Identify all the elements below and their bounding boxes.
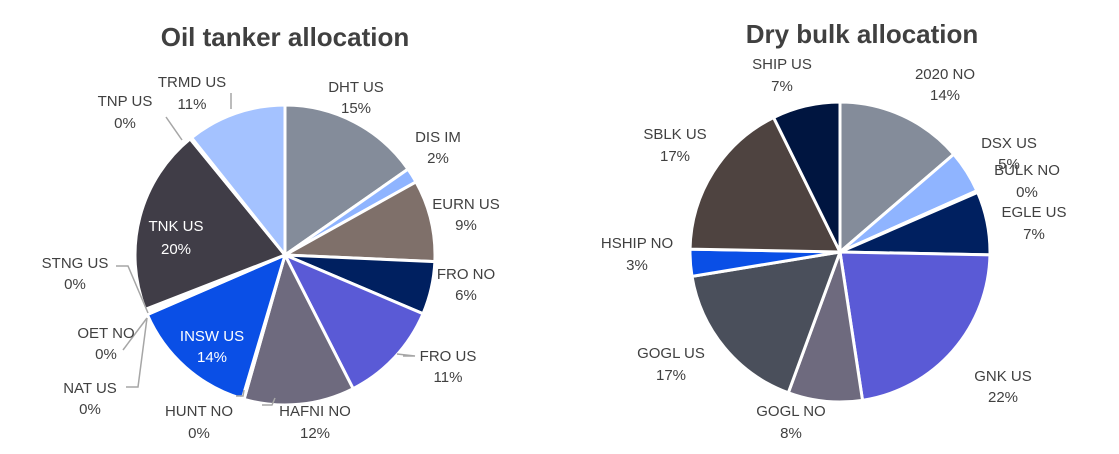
pie-slice-sblk-us [688, 115, 843, 254]
leader-line [396, 353, 416, 357]
pie-slice-insw-us [145, 252, 288, 401]
slice-label-pct: 0% [95, 346, 117, 363]
slice-label-name: TRMD US [158, 74, 226, 91]
slice-label-pct: 3% [626, 257, 648, 274]
slice-label-pct: 2% [427, 150, 449, 167]
slice-label-name: STNG US [42, 255, 109, 272]
slice-label-name: GNK US [974, 368, 1032, 385]
slice-label-name: OET NO [77, 325, 134, 342]
pie-slice-eurn-us [279, 179, 437, 264]
slice-label-pct: 0% [1016, 184, 1038, 201]
slice-label-name: EURN US [432, 196, 500, 213]
slice-label-pct: 7% [771, 78, 793, 95]
slice-label-pct: 6% [455, 287, 477, 304]
leader-line [236, 389, 245, 397]
pie-slice-dht-us [283, 103, 411, 258]
pie-slice-fro-us [281, 252, 425, 391]
chart-title-oil: Oil tanker allocation [161, 22, 410, 52]
slice-label-name: GOGL US [637, 345, 705, 362]
slice-label-name: HAFNI NO [279, 403, 351, 420]
pie-slice-hafni-no [242, 250, 356, 407]
slice-label-pct: 0% [64, 276, 86, 293]
slice-label-name: FRO NO [437, 266, 495, 283]
slice-label-pct: 0% [114, 115, 136, 132]
slice-label-name: INSW US [180, 328, 244, 345]
leader-line [116, 265, 149, 314]
slice-label-pct: 12% [300, 425, 330, 442]
slice-label-name: TNK US [148, 218, 203, 235]
leader-lines [116, 93, 416, 406]
leader-line [262, 397, 276, 406]
slice-label-name: HSHIP NO [601, 235, 673, 252]
slice-label-pct: 0% [79, 401, 101, 418]
slice-label-pct: 9% [455, 217, 477, 234]
pie-slice-2020-no [838, 100, 956, 256]
pie-slice-gogl-us [690, 250, 843, 395]
slice-label-name: FRO US [420, 348, 477, 365]
slice-label-name: HUNT NO [165, 403, 233, 420]
slice-label-pct: 8% [780, 425, 802, 442]
slice-label-name: SBLK US [643, 126, 706, 143]
dry-labels: 2020 NO 14% DSX US 5% BULK NO 0% EGLE US… [601, 56, 1067, 442]
slice-label-pct: 11% [178, 96, 207, 113]
pie-slice-gnk-us [838, 250, 992, 403]
slice-label-name: EGLE US [1001, 204, 1066, 221]
slice-label-pct: 22% [988, 389, 1018, 406]
chart-title-dry: Dry bulk allocation [746, 19, 979, 49]
slice-label-pct: 15% [341, 100, 371, 117]
slice-label-name: DSX US [981, 135, 1037, 152]
slice-label-pct: 0% [188, 425, 210, 442]
slice-label-name: DHT US [328, 79, 384, 96]
pie-slice-trmd-us [189, 103, 287, 260]
slice-label-name: SHIP US [752, 56, 812, 73]
slice-label-name: GOGL NO [756, 403, 825, 420]
slice-label-pct: 20% [161, 241, 191, 258]
slice-label-pct: 14% [197, 349, 227, 366]
pie-oil-tanker [133, 103, 437, 407]
slice-label-pct: 17% [656, 367, 686, 384]
pie-dry-bulk [688, 100, 992, 404]
slice-label-name: TNP US [98, 93, 153, 110]
slice-label-name: BULK NO [994, 162, 1060, 179]
leader-line [122, 317, 148, 351]
slice-label-pct: 17% [660, 148, 690, 165]
slice-label-pct: 14% [930, 87, 960, 104]
oil-labels: DHT US 15% DIS IM 2% EURN US 9% FRO NO 6… [42, 74, 500, 442]
slice-label-name: NAT US [63, 380, 117, 397]
slice-label-name: 2020 NO [915, 66, 975, 83]
slice-label-pct: 11% [434, 369, 463, 386]
slice-label-pct: 7% [1023, 226, 1045, 243]
leader-line [126, 317, 148, 388]
slice-label-pct: 5% [998, 156, 1020, 173]
pie-slice-ship-us [771, 100, 842, 253]
slice-label-name: DIS IM [415, 129, 461, 146]
leader-line [165, 116, 183, 141]
